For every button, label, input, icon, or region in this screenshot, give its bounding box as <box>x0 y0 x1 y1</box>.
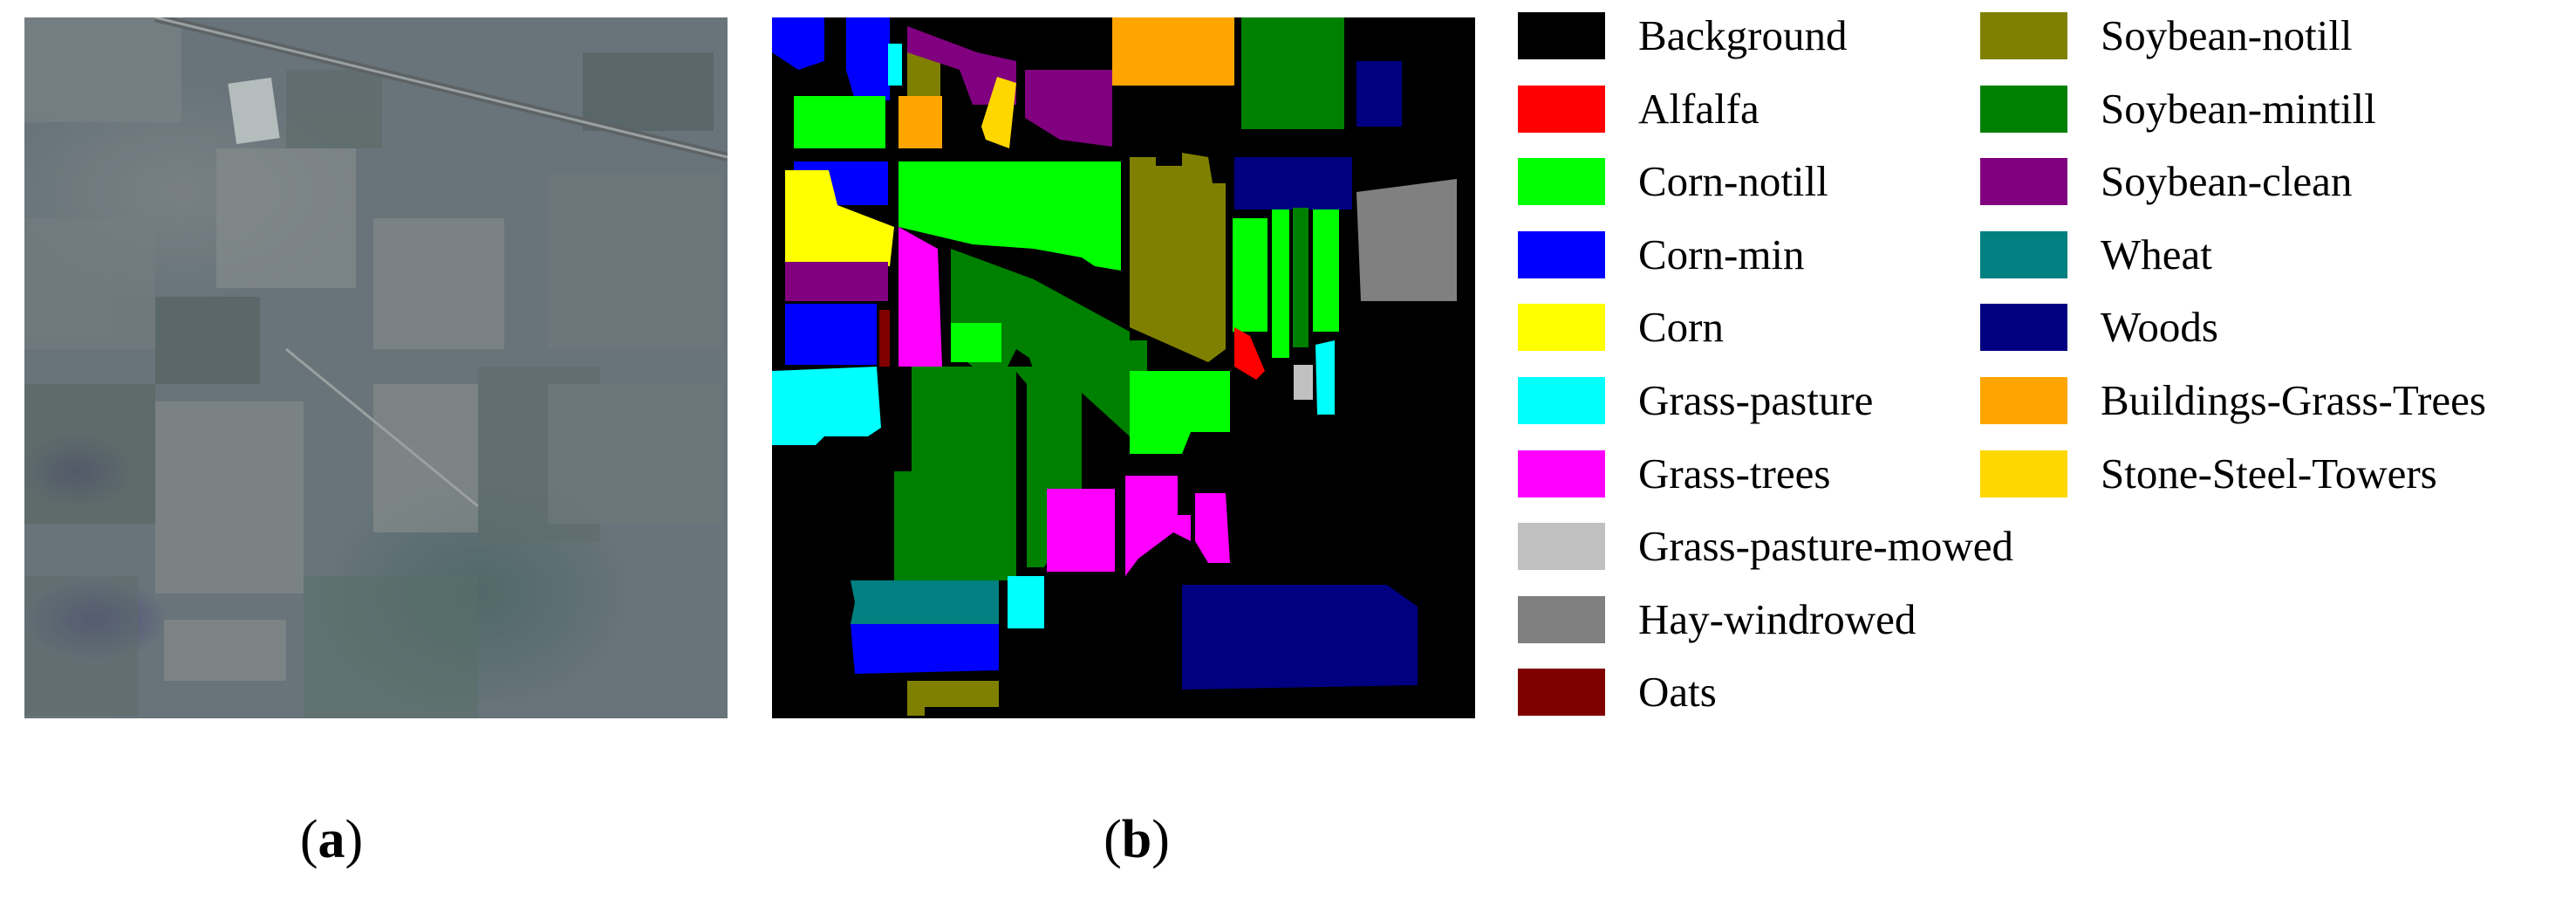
region-corn-min <box>772 17 824 70</box>
road-edge-shape <box>154 17 728 159</box>
legend-swatch-corn <box>1518 304 1605 352</box>
region-corn-notill <box>1130 371 1230 454</box>
region-corn-notill <box>951 323 1001 362</box>
legend-swatch-corn-min <box>1518 230 1605 278</box>
caption-a-close: ) <box>345 810 364 869</box>
legend-label-hay-windrowed: Hay-windrowed <box>1638 594 1917 643</box>
caption-a-open: ( <box>299 810 318 869</box>
region-wheat <box>851 580 999 624</box>
caption-b-letter: b <box>1121 810 1152 869</box>
region-soybean-notill <box>1130 153 1226 362</box>
region-woods <box>1234 157 1352 209</box>
ground-truth-map <box>772 17 1475 718</box>
legend-swatch-woods <box>1980 304 2067 352</box>
legend-swatch-soybean-clean <box>1980 158 2067 206</box>
region-woods <box>1182 585 1418 690</box>
legend-swatch-stone-steel-towers <box>1980 450 2067 498</box>
region-corn-notill <box>1313 209 1339 332</box>
legend-swatch-corn-notill <box>1518 158 1605 206</box>
caption-a: (a) <box>300 805 363 875</box>
region-corn-notill <box>1233 218 1268 332</box>
caption-a-letter: a <box>318 810 345 869</box>
region-soybean-clean <box>785 262 888 301</box>
legend-label-woods: Woods <box>2101 303 2218 352</box>
region-alfalfa <box>1234 327 1265 380</box>
ground-truth-map-drawing <box>772 17 1457 716</box>
legend-label-background: Background <box>1638 11 1848 59</box>
region-soybean-mintill <box>1117 340 1147 371</box>
legend-label-buildings-grass-trees: Buildings-Grass-Trees <box>2101 376 2486 424</box>
region-soybean-mintill <box>1293 208 1308 347</box>
legend-swatch-grass-trees <box>1518 450 1605 498</box>
caption-b-open: ( <box>1104 810 1122 869</box>
region-buildings-grass-trees <box>899 96 942 148</box>
legend-swatch-grass-pasture-mowed <box>1518 523 1605 571</box>
region-corn-min <box>785 304 877 365</box>
region-grass-pasture-mowed <box>1294 365 1313 400</box>
region-corn-notill <box>1272 209 1289 358</box>
legend-label-grass-trees: Grass-trees <box>1638 449 1831 498</box>
legend-swatch-alfalfa <box>1518 85 1605 133</box>
legend-swatch-background <box>1518 12 1605 59</box>
legend-label-grass-pasture-mowed: Grass-pasture-mowed <box>1638 522 2013 571</box>
region-corn-notill <box>794 96 885 148</box>
region-corn-min <box>851 624 999 674</box>
region-soybean-mintill <box>951 249 1130 436</box>
legend-swatch-wheat <box>1980 230 2067 278</box>
aerial-image-drawing <box>24 17 728 718</box>
region-grass-pasture <box>888 44 902 86</box>
legend-swatch-buildings-grass-trees <box>1980 377 2067 424</box>
region-grass-pasture <box>1315 340 1335 415</box>
track-shape <box>285 347 479 508</box>
region-grass-trees <box>899 227 942 367</box>
legend-swatch-oats <box>1518 669 1605 717</box>
legend-label-soybean-notill: Soybean-notill <box>2101 11 2353 59</box>
legend-swatch-soybean-notill <box>1980 12 2067 59</box>
region-oats <box>879 310 890 367</box>
region-hay-windrowed <box>1356 179 1457 301</box>
region-soybean-clean <box>907 26 1016 105</box>
legend-label-soybean-clean: Soybean-clean <box>2101 157 2353 206</box>
caption-b-close: ) <box>1151 810 1170 869</box>
region-soybean-mintill <box>894 367 1016 580</box>
legend-label-alfalfa: Alfalfa <box>1638 84 1759 133</box>
region-woods <box>1356 61 1402 127</box>
legend-swatch-grass-pasture <box>1518 377 1605 424</box>
region-corn-min <box>846 17 890 100</box>
region-soybean-clean <box>1025 70 1112 147</box>
legend-swatch-hay-windrowed <box>1518 595 1605 643</box>
region-corn <box>785 170 894 266</box>
building-shape <box>228 77 280 145</box>
legend-label-wheat: Wheat <box>2101 230 2212 278</box>
legend-label-oats: Oats <box>1638 668 1717 717</box>
caption-b: (b) <box>1104 805 1170 875</box>
legend-label-grass-pasture: Grass-pasture <box>1638 376 1874 424</box>
legend-label-corn-notill: Corn-notill <box>1638 157 1828 206</box>
region-soybean-notill <box>907 681 999 716</box>
legend-label-corn-min: Corn-min <box>1638 230 1805 278</box>
region-soybean-mintill <box>1241 17 1344 129</box>
legend-label-corn: Corn <box>1638 303 1724 352</box>
legend-swatch-soybean-mintill <box>1980 85 2067 133</box>
region-corn-notill <box>899 161 1121 271</box>
region-stone-steel-towers <box>981 77 1016 148</box>
legend-label-stone-steel-towers: Stone-Steel-Towers <box>2101 449 2437 498</box>
region-buildings-grass-trees <box>1112 17 1234 86</box>
region-grass-trees <box>1125 476 1191 576</box>
region-grass-pasture <box>1008 576 1044 628</box>
region-grass-trees <box>1195 493 1230 563</box>
aerial-image <box>24 17 728 718</box>
region-grass-pasture <box>772 367 881 445</box>
region-grass-trees <box>1047 489 1115 572</box>
legend-label-soybean-mintill: Soybean-mintill <box>2101 84 2376 133</box>
